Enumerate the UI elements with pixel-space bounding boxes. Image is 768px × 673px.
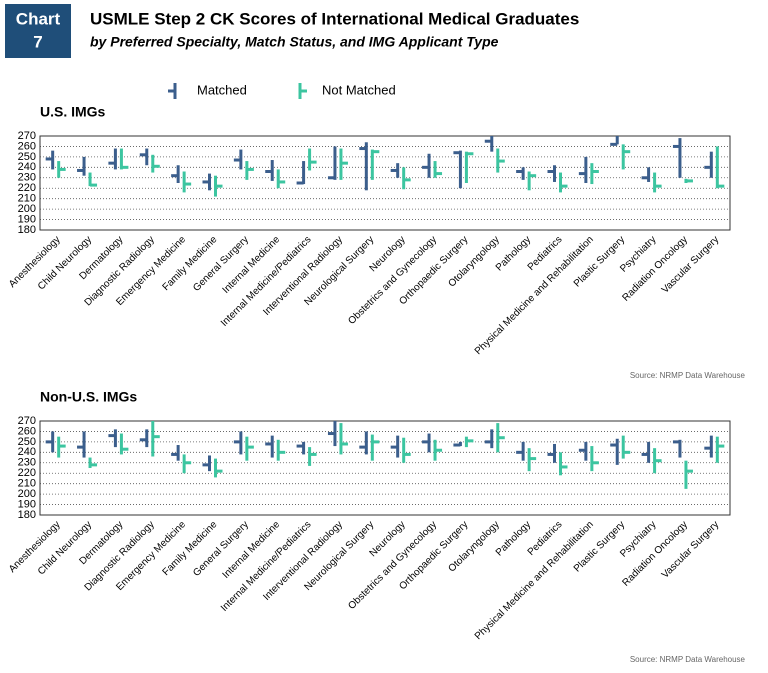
panel-title: Non-U.S. IMGs xyxy=(40,389,137,405)
y-tick-label: 200 xyxy=(18,488,36,500)
x-tick-label: Family Medicine xyxy=(161,519,220,578)
source-note: Source: NRMP Data Warehouse xyxy=(630,371,746,380)
x-tick-label: Family Medicine xyxy=(161,234,220,293)
plot-frame xyxy=(39,420,731,516)
badge-number: 7 xyxy=(33,32,42,51)
legend-label: Matched xyxy=(197,82,247,97)
x-tick-label: Vascular Surgery xyxy=(660,519,721,580)
plot-frame xyxy=(39,135,731,231)
panel-title: U.S. IMGs xyxy=(40,104,106,120)
legend-label: Not Matched xyxy=(322,82,396,97)
y-tick-label: 220 xyxy=(18,182,36,194)
subtitle: by Preferred Specialty, Match Status, an… xyxy=(90,34,499,50)
badge-label: Chart xyxy=(16,9,61,28)
y-tick-label: 270 xyxy=(18,415,36,427)
y-tick-label: 250 xyxy=(18,436,36,448)
y-tick-label: 260 xyxy=(18,140,36,152)
y-tick-label: 200 xyxy=(18,203,36,215)
x-tick-label: Physical Medicine and Rehabilitation xyxy=(473,234,596,357)
y-tick-label: 210 xyxy=(18,478,36,490)
y-tick-label: 180 xyxy=(18,224,36,236)
y-tick-label: 240 xyxy=(18,161,36,173)
x-tick-label: Physical Medicine and Rehabilitation xyxy=(473,519,596,642)
y-tick-label: 230 xyxy=(18,457,36,469)
y-tick-label: 220 xyxy=(18,467,36,479)
x-tick-label: Internal Medicine xyxy=(221,519,283,581)
y-tick-label: 210 xyxy=(18,193,36,205)
x-tick-label: Child Neurology xyxy=(36,519,94,577)
x-tick-label: General Surgery xyxy=(191,519,251,579)
x-tick-label: Vascular Surgery xyxy=(660,234,721,295)
y-tick-label: 180 xyxy=(18,509,36,521)
source-note: Source: NRMP Data Warehouse xyxy=(630,655,746,664)
title: USMLE Step 2 CK Scores of International … xyxy=(90,9,579,28)
x-tick-label: General Surgery xyxy=(191,234,251,294)
y-tick-label: 230 xyxy=(18,172,36,184)
y-tick-label: 240 xyxy=(18,446,36,458)
chart-badge xyxy=(5,4,71,58)
y-tick-label: 260 xyxy=(18,425,36,437)
x-tick-label: Child Neurology xyxy=(36,234,94,292)
y-tick-label: 250 xyxy=(18,151,36,163)
y-tick-label: 190 xyxy=(18,213,36,225)
y-tick-label: 270 xyxy=(18,130,36,142)
x-tick-label: Internal Medicine xyxy=(221,234,283,296)
y-tick-label: 190 xyxy=(18,498,36,510)
